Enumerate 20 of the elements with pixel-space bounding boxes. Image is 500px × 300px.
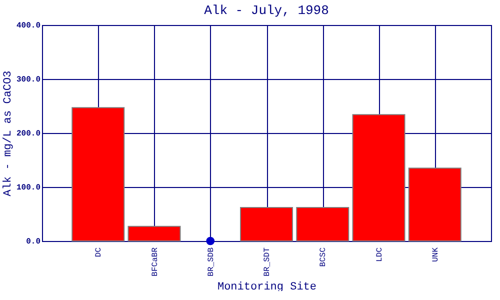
bar xyxy=(72,107,125,242)
bar xyxy=(352,114,406,242)
y-axis-title: Alk - mg/L as CaCO3 xyxy=(2,70,14,196)
x-tick-label: BR_SDT xyxy=(263,247,272,276)
x-tick-label: BCSC xyxy=(319,247,328,267)
bar xyxy=(408,168,462,242)
bar xyxy=(296,207,350,242)
y-tick-label: 0.0 xyxy=(26,238,41,246)
x-tick-label: UNK xyxy=(431,247,440,262)
x-tick-label: LDC xyxy=(375,247,384,262)
x-tick-label: DC xyxy=(94,247,104,258)
x-tick-label: BR_SDB xyxy=(206,247,216,276)
y-tick-label: 100.0 xyxy=(16,184,41,192)
x-tick-label: BFCaBR xyxy=(150,247,160,276)
chart-title: Alk - July, 1998 xyxy=(204,3,329,18)
y-tick-label: 200.0 xyxy=(16,130,41,138)
y-tick-label: 400.0 xyxy=(16,22,41,30)
bar xyxy=(240,207,293,242)
bar xyxy=(128,226,181,242)
y-tick-label: 300.0 xyxy=(16,76,41,84)
